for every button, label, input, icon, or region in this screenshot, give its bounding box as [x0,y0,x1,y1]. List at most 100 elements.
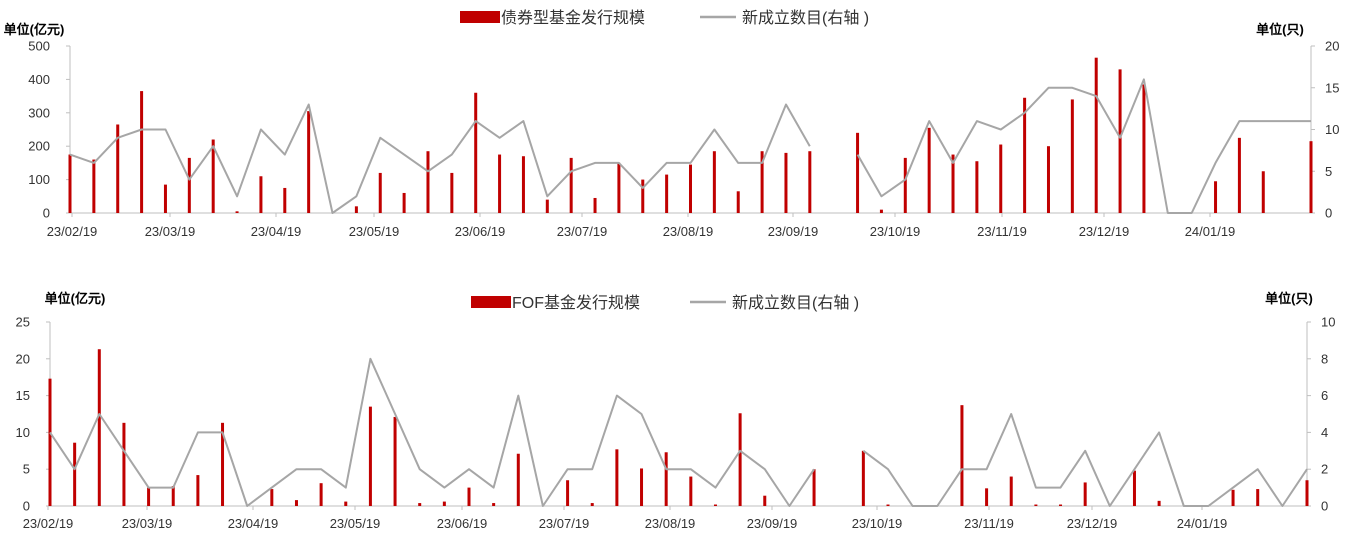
chart1-bar [259,176,263,213]
chart2-bar [196,475,200,506]
chart2-ytick-label: 15 [16,388,30,403]
chart2-xtick-label: 23/10/19 [852,516,903,531]
chart1-bar [1214,181,1218,213]
chart1-xtick-label: 23/05/19 [349,224,400,239]
chart1-y2tick-label: 15 [1325,80,1339,95]
chart2-bar [861,450,865,506]
chart1-bar [92,159,96,213]
chart2-bar [368,406,372,506]
chart1-bar [760,151,764,213]
chart2-legend-bar-swatch [471,296,511,308]
chart2-bar [442,501,446,506]
chart1-bar [1094,57,1098,213]
chart2-bar [640,468,644,506]
chart2-xtick-label: 23/06/19 [437,516,488,531]
chart1-ytick-label: 500 [28,39,50,54]
chart2-bar [960,405,964,506]
chart2-ytick-label: 25 [16,315,30,330]
chart1-xtick-label: 24/01/19 [1185,224,1236,239]
chart1-left-unit: 单位(亿元) [4,22,65,37]
chart1-bar [1309,141,1313,213]
chart1-count-line [856,78,1311,214]
chart1-bar [569,157,573,213]
chart2-bar [566,480,570,506]
chart2-xtick-label: 23/12/19 [1067,516,1118,531]
chart2-bar [1256,489,1260,506]
chart1-ytick-label: 300 [28,105,50,120]
chart1-xtick-label: 23/04/19 [251,224,302,239]
chart2-xtick-label: 23/07/19 [539,516,590,531]
chart1-ytick-label: 0 [43,206,50,221]
chart1-xtick-label: 23/11/19 [977,224,1027,239]
chart1-bar [1261,171,1265,213]
chart2-bar [738,413,742,506]
chart2-bar [492,503,496,506]
chart1-bar [927,127,931,213]
chart2-count-line [862,413,1308,507]
chart1-bar [1237,137,1241,213]
chart1-bar [283,187,287,213]
chart1-bar [545,199,549,213]
chart1-xtick-label: 23/03/19 [145,224,196,239]
chart1-bar [474,92,478,213]
chart1-bar [856,132,860,213]
chart2-bar [1305,480,1309,506]
chart2-bar [270,489,274,506]
chart1-xtick-label: 23/02/19 [47,224,98,239]
chart2-bar [393,416,397,506]
chart1-bar [999,144,1003,213]
chart1-y2tick-label: 0 [1325,206,1332,221]
chart1-legend-bar-swatch [460,11,500,23]
chart2-bar [664,452,668,506]
chart1-bar [402,192,406,213]
chart2-bar [1132,470,1136,506]
chart2-bar [516,453,520,506]
chart2-ytick-label: 20 [16,351,30,366]
chart1-xtick-label: 23/12/19 [1079,224,1130,239]
chart1-bar [163,184,167,213]
chart1-bar [521,156,525,213]
chart2-bar [1059,504,1063,506]
chart2-y2tick-label: 6 [1321,388,1328,403]
chart1-ytick-label: 400 [28,72,50,87]
chart2-xtick-label: 24/01/19 [1177,516,1228,531]
chart1-xtick-label: 23/09/19 [768,224,819,239]
chart1-bar [593,197,597,213]
chart2-bar [1009,476,1013,506]
chart2-bar [73,442,77,506]
chart1-right-unit: 单位(只) [1256,22,1304,37]
chart2-bar [319,483,323,506]
chart1-bar [116,124,120,213]
chart1-bar [140,91,144,213]
chart1-bar [211,139,215,213]
chart2-bar [689,476,693,506]
chart1-bar [689,164,692,213]
chart1-xtick-label: 23/07/19 [557,224,608,239]
chart2-bar [48,378,52,506]
chart1-xtick-label: 23/06/19 [455,224,506,239]
chart2-bar [221,422,225,506]
chart2-xtick-label: 23/09/19 [747,516,798,531]
chart1-bar [307,111,311,213]
chart1-ytick-label: 200 [28,139,50,154]
chart2-xtick-label: 23/11/19 [964,516,1014,531]
chart1-legend-line-label: 新成立数目(右轴 ) [742,9,869,27]
chart1-bar [641,179,645,213]
chart1-legend-bar-label: 债券型基金发行规模 [501,9,645,27]
chart2-bar [171,486,175,506]
chart1-bar [712,151,716,213]
chart2-bar [1034,504,1038,506]
chart2-bar [886,504,890,506]
chart2-bar [294,500,298,506]
chart2-y2tick-label: 4 [1321,425,1328,440]
chart2-y2tick-label: 2 [1321,462,1328,477]
chart1-y2tick-label: 20 [1325,39,1339,54]
chart2-bar [615,449,619,506]
chart1-xtick-label: 23/10/19 [870,224,921,239]
chart2-left-unit: 单位(亿元) [45,291,106,306]
chart2-bar [1157,500,1161,506]
chart2-xtick-label: 23/02/19 [23,516,74,531]
chart1-bar [808,151,812,213]
